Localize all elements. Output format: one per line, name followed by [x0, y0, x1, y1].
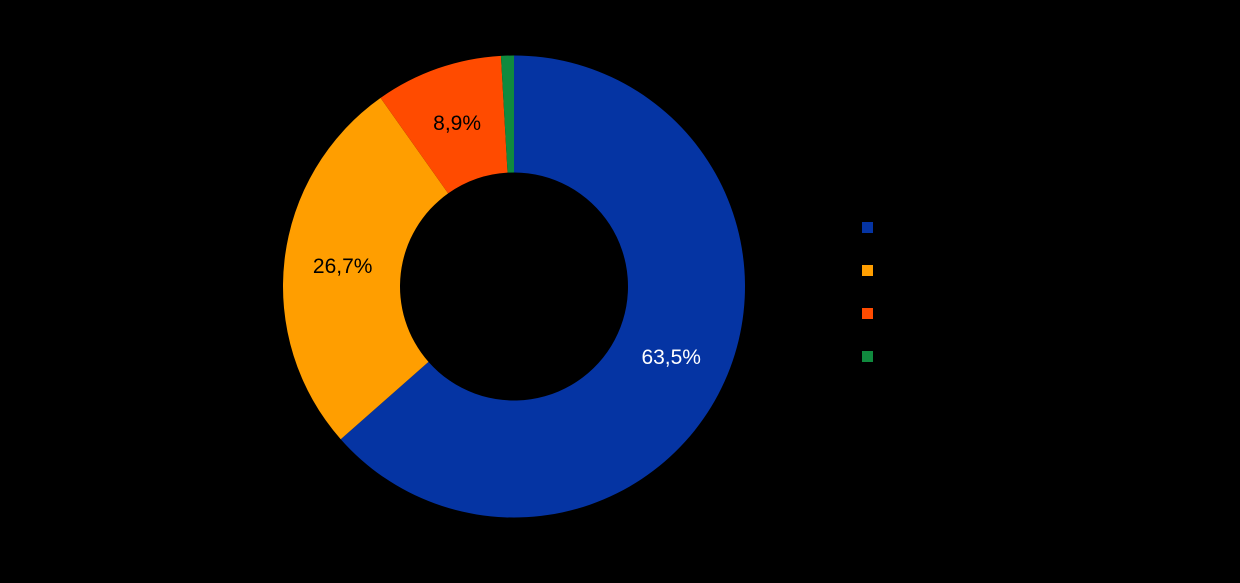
- slice-percentage-label: 63,5%: [641, 346, 701, 369]
- chart-legend: [862, 222, 873, 362]
- legend-item-3: [862, 308, 873, 319]
- donut-slice-4: [500, 55, 514, 173]
- slice-percentage-label: 8,9%: [433, 112, 481, 135]
- legend-swatch-icon: [862, 222, 873, 233]
- legend-swatch-icon: [862, 308, 873, 319]
- legend-swatch-icon: [862, 351, 873, 362]
- legend-item-2: [862, 265, 873, 276]
- slice-percentage-label: 26,7%: [313, 255, 373, 278]
- legend-swatch-icon: [862, 265, 873, 276]
- donut-slice-3: [380, 55, 508, 194]
- legend-item-1: [862, 222, 873, 233]
- legend-item-4: [862, 351, 873, 362]
- donut-slice-1: [340, 55, 746, 518]
- donut-slice-2: [283, 97, 449, 440]
